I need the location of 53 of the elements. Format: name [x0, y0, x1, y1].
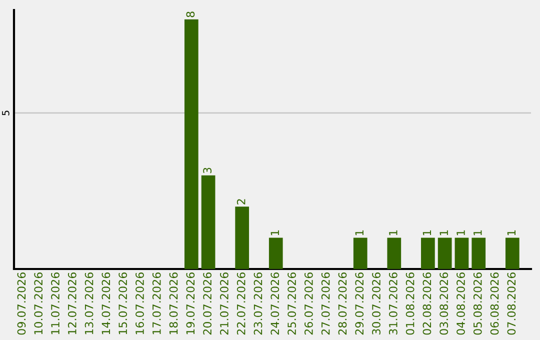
x-tick-label: 26.07.2026 [304, 272, 313, 335]
x-tick-label: 15.07.2026 [118, 272, 128, 334]
x-tick-label: 05.08.2026 [473, 272, 482, 335]
x-tick-label: 28.07.2026 [338, 272, 347, 335]
x-tick-label: 21.07.2026 [220, 272, 228, 335]
x-tick-label: 23.07.2026 [254, 272, 262, 335]
x-tick-label: 19.07.2026 [186, 272, 195, 334]
bar [387, 238, 402, 269]
bar [421, 238, 435, 269]
x-tick-label: 01.08.2026 [406, 272, 414, 335]
x-tick-label: 17.07.2026 [152, 272, 161, 334]
x-tick-label: 03.08.2026 [440, 272, 448, 335]
x-tick-label: 24.07.2026 [270, 272, 280, 335]
x-tick-label: 20.07.2026 [203, 272, 212, 335]
x-tick-label: 13.07.2026 [84, 272, 94, 334]
x-tick-label: 14.07.2026 [102, 272, 110, 334]
bar [268, 238, 283, 269]
x-tick-label: 09.07.2026 [17, 272, 26, 335]
bar [184, 19, 198, 269]
data-label: 8 [186, 12, 195, 18]
x-tick-label: 25.07.2026 [288, 272, 296, 335]
x-tick-label: 10.07.2026 [34, 272, 43, 334]
y-tick-label: 5 [2, 110, 10, 116]
bar [353, 238, 368, 269]
x-tick-label: 11.07.2026 [51, 272, 60, 334]
x-tick-label: 29.07.2026 [355, 272, 364, 335]
x-tick-label: 30.07.2026 [372, 272, 380, 335]
data-label: 1 [270, 230, 279, 236]
data-label: 1 [474, 230, 482, 236]
x-tick-label: 18.07.2026 [169, 272, 178, 334]
bar [454, 238, 469, 269]
data-label: 2 [236, 199, 246, 204]
bar [235, 206, 250, 269]
bar [505, 238, 520, 269]
data-label: 1 [456, 230, 465, 236]
x-tick-label: 16.07.2026 [136, 272, 144, 334]
x-tick-label: 06.08.2026 [490, 272, 499, 335]
data-label: 1 [355, 230, 364, 236]
x-tick-label: 02.08.2026 [422, 272, 432, 335]
data-label: 1 [389, 230, 398, 236]
x-tick-label: 07.08.2026 [507, 272, 516, 335]
data-label: 3 [203, 168, 212, 174]
x-tick-label: 04.08.2026 [456, 272, 465, 335]
x-tick-label: 27.07.2026 [321, 272, 330, 335]
bar [201, 175, 216, 269]
x-tick-label: 12.07.2026 [68, 272, 76, 334]
bar [472, 238, 486, 269]
data-label: 1 [507, 230, 516, 236]
bar [438, 238, 452, 269]
data-label: 1 [440, 230, 448, 236]
data-label: 1 [422, 230, 432, 236]
x-tick-label: 22.07.2026 [236, 272, 246, 335]
x-tick-label: 31.07.2026 [388, 272, 398, 335]
